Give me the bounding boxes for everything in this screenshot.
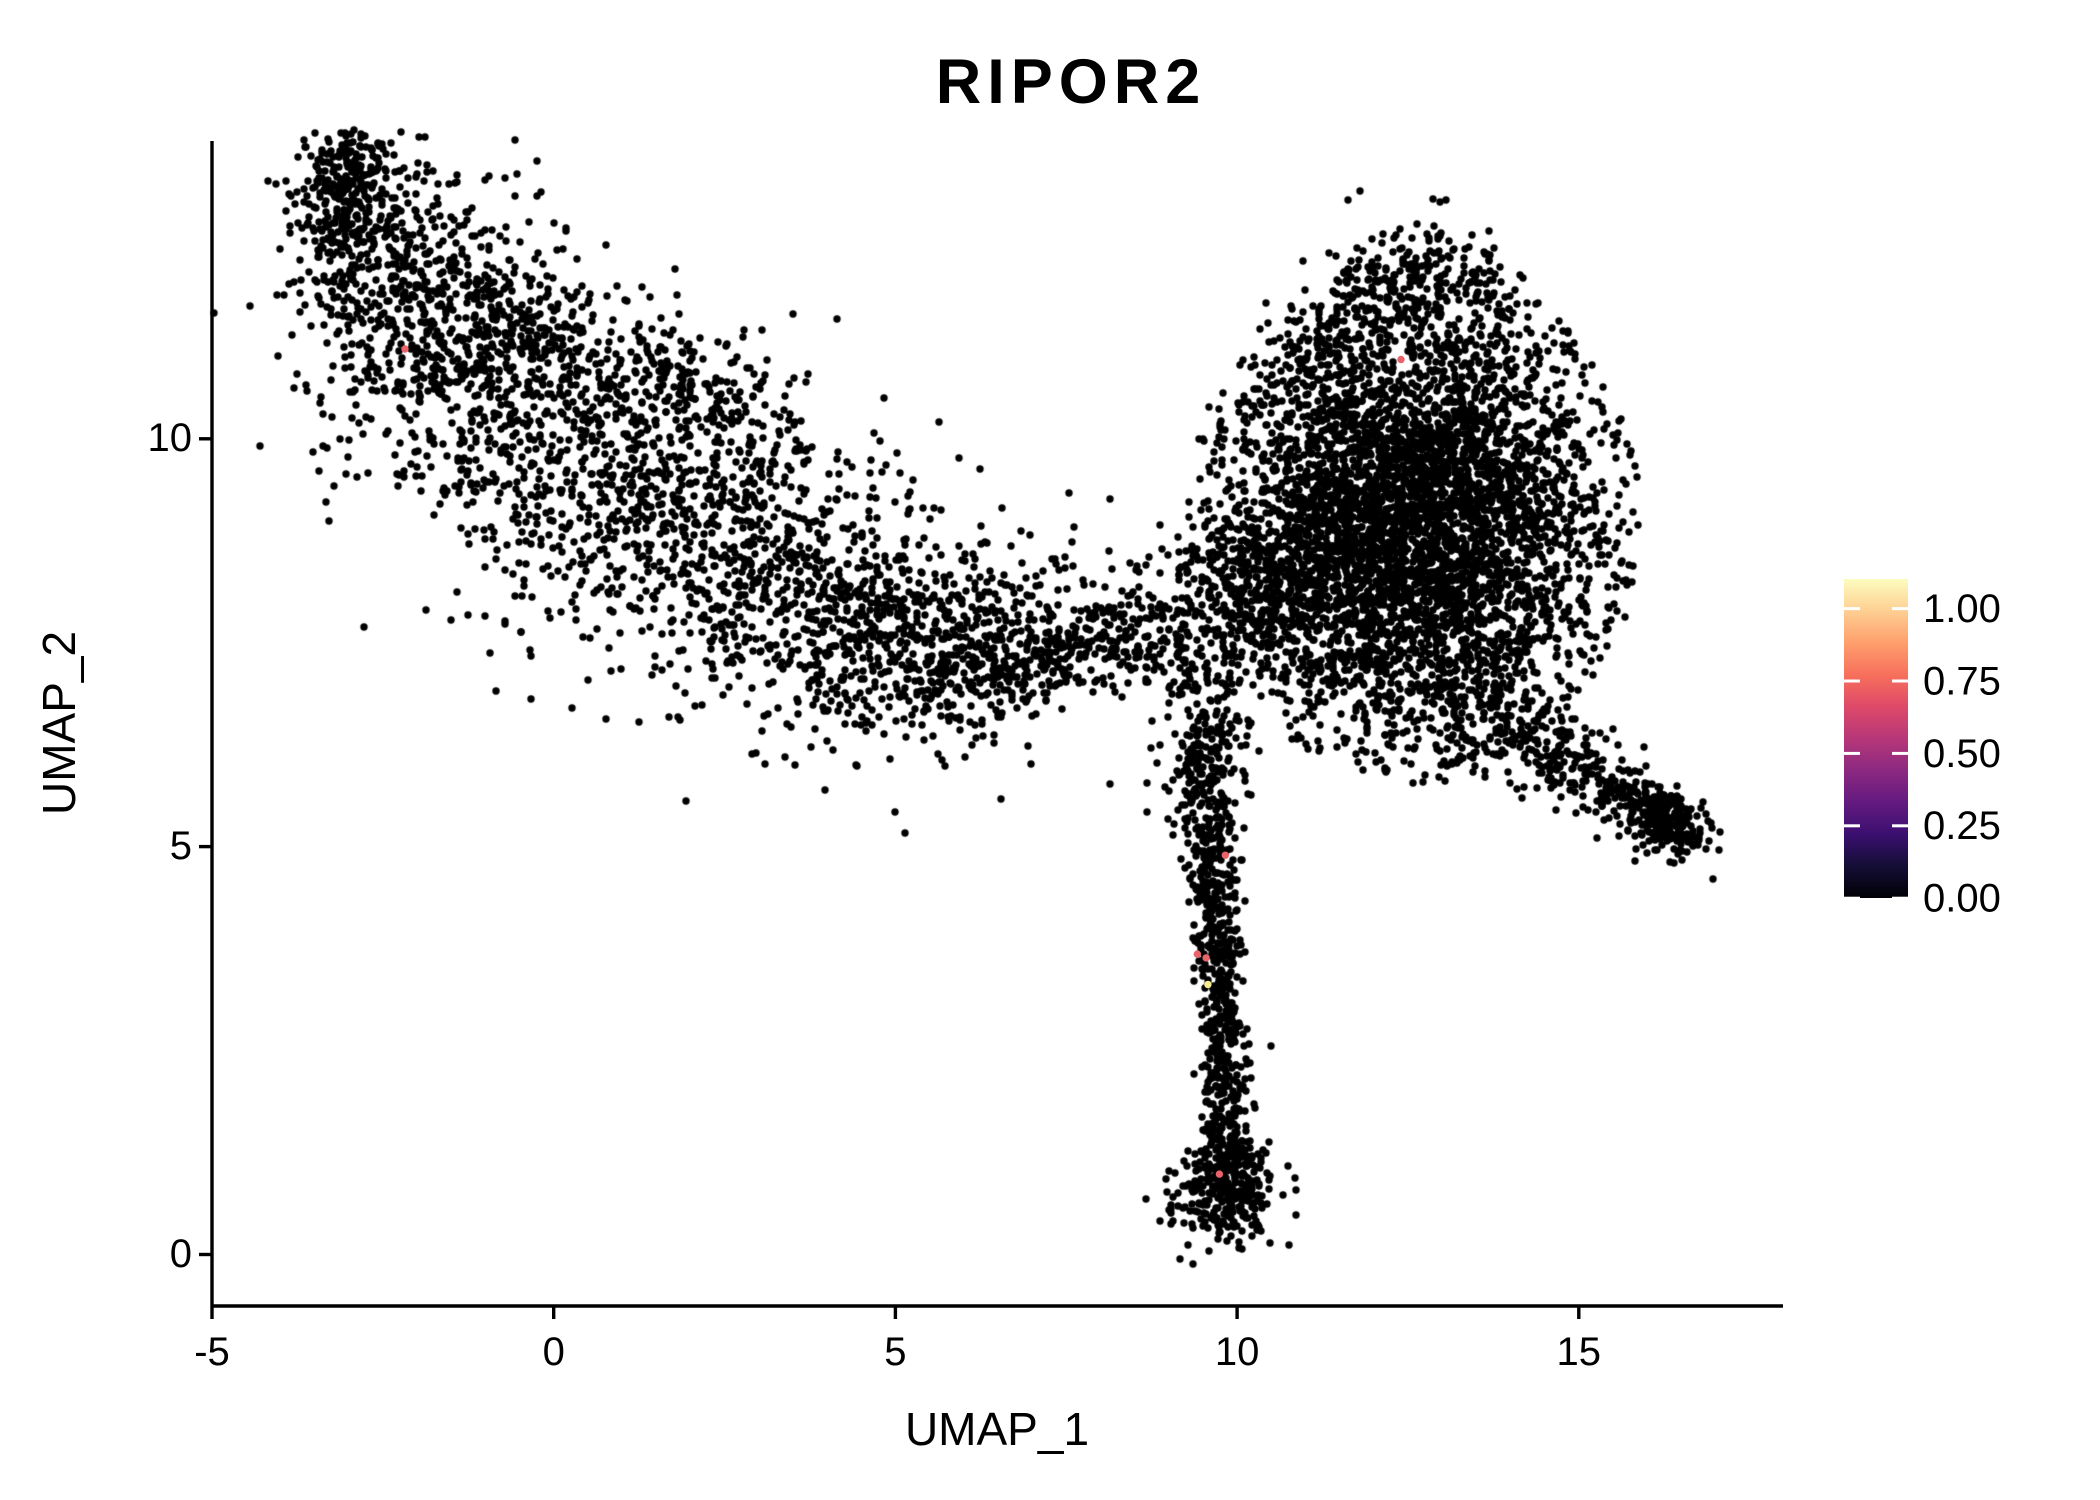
svg-text:1.00: 1.00	[1923, 587, 2001, 631]
svg-text:RIPOR2: RIPOR2	[936, 47, 1207, 117]
svg-text:5: 5	[170, 824, 192, 868]
svg-text:0.00: 0.00	[1923, 877, 2001, 921]
svg-text:-5: -5	[194, 1330, 230, 1374]
svg-text:0.50: 0.50	[1923, 732, 2001, 776]
svg-text:10: 10	[1215, 1330, 1260, 1374]
svg-text:0: 0	[543, 1330, 565, 1374]
svg-text:0.75: 0.75	[1923, 659, 2001, 703]
svg-text:0: 0	[170, 1232, 192, 1276]
svg-text:UMAP_1: UMAP_1	[905, 1403, 1089, 1455]
svg-text:0.25: 0.25	[1923, 804, 2001, 848]
svg-text:15: 15	[1557, 1330, 1602, 1374]
svg-text:5: 5	[884, 1330, 906, 1374]
svg-text:UMAP_2: UMAP_2	[33, 631, 85, 815]
svg-text:10: 10	[148, 416, 193, 460]
